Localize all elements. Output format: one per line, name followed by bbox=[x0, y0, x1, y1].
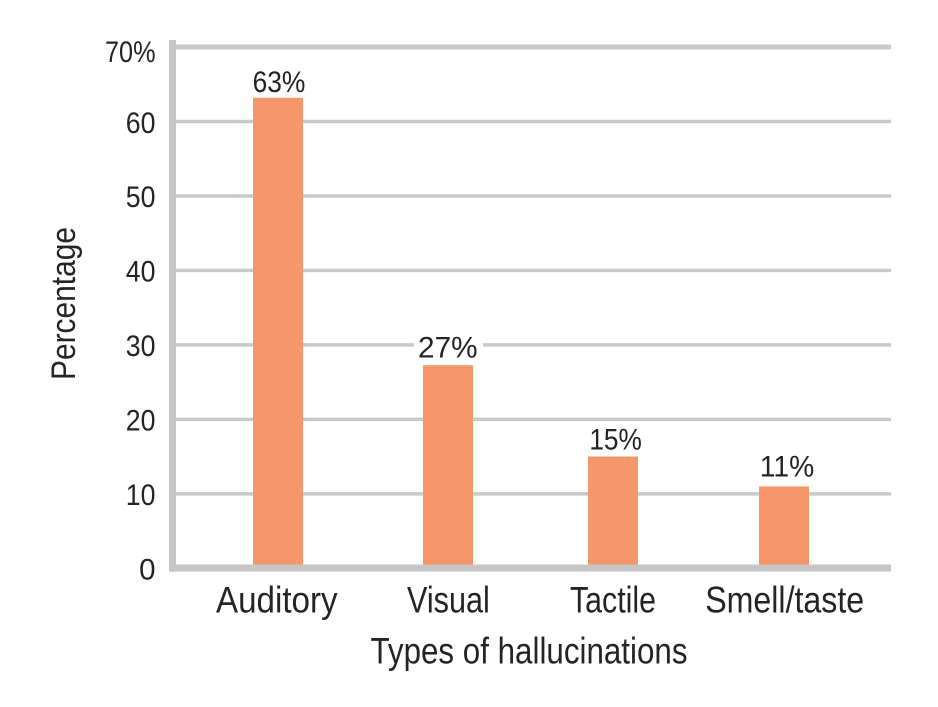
svg-text:50: 50 bbox=[126, 181, 156, 214]
svg-text:63%: 63% bbox=[253, 66, 306, 99]
svg-text:0: 0 bbox=[139, 553, 155, 586]
svg-text:40: 40 bbox=[126, 255, 156, 288]
svg-text:20: 20 bbox=[126, 404, 156, 437]
svg-text:Types of hallucinations: Types of hallucinations bbox=[371, 631, 688, 672]
svg-text:27%: 27% bbox=[418, 331, 478, 364]
svg-text:15%: 15% bbox=[589, 423, 642, 456]
svg-text:11%: 11% bbox=[760, 450, 814, 483]
svg-text:30: 30 bbox=[126, 330, 156, 363]
svg-text:Visual: Visual bbox=[407, 580, 490, 621]
svg-text:10: 10 bbox=[126, 479, 156, 512]
svg-text:Auditory: Auditory bbox=[216, 580, 338, 621]
svg-text:70%: 70% bbox=[105, 36, 156, 69]
svg-text:Smell/taste: Smell/taste bbox=[705, 580, 864, 621]
svg-text:Tactile: Tactile bbox=[570, 580, 656, 621]
svg-text:Percentage: Percentage bbox=[45, 227, 83, 380]
svg-text:60: 60 bbox=[126, 107, 156, 140]
